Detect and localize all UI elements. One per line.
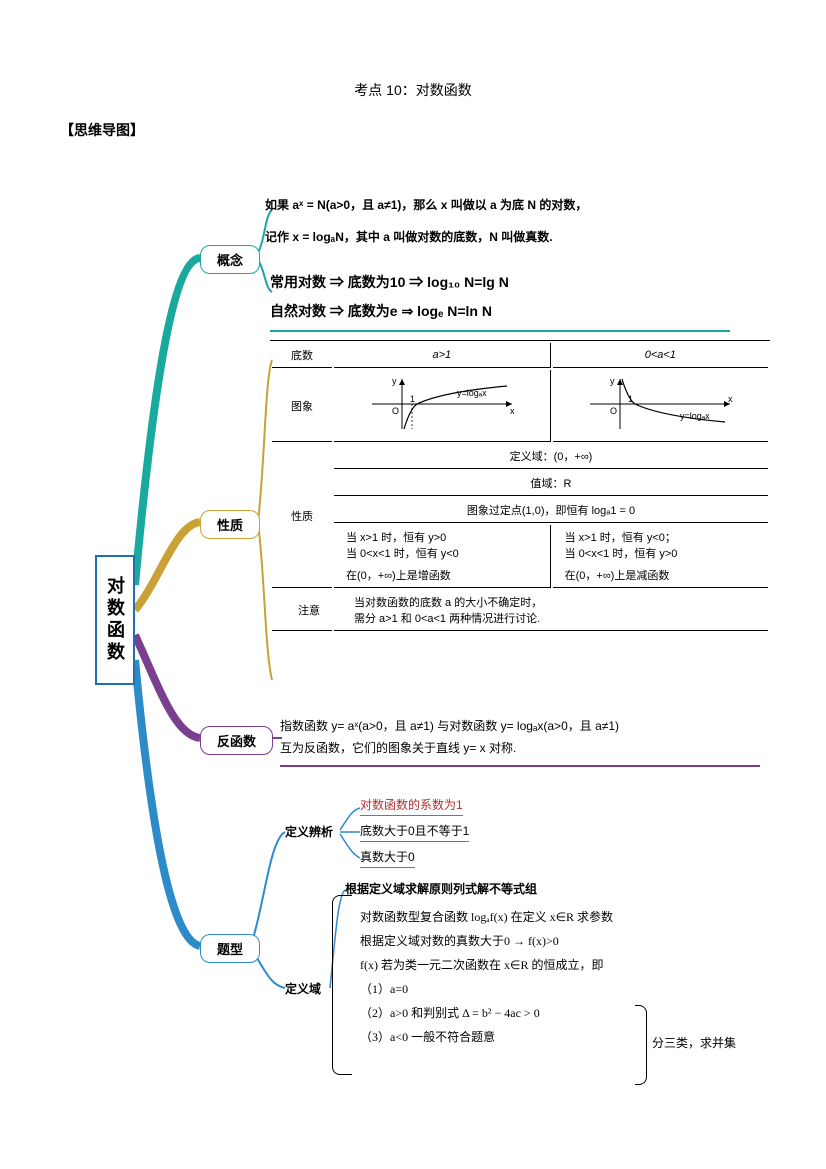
prop-range: 值域：R [334, 471, 768, 496]
inverse-line2: 互为反函数，它们的图象关于直线 y= x 对称. [280, 738, 760, 760]
p-left1: 当 x>1 时，恒有 y>0 [346, 529, 544, 545]
brace-left [332, 895, 352, 1075]
sub-domain: 定义域 [285, 980, 321, 997]
concept-loglines: 常用对数 ⇒ 底数为10 ⇒ log₁₀ N=lg N 自然对数 ⇒ 底数为e … [270, 268, 730, 332]
prop-left-block: 当 x>1 时，恒有 y>0 当 0<x<1 时，恒有 y<0 在(0，+∞)上… [334, 525, 551, 588]
node-property: 性质 [200, 510, 260, 539]
inverse-text: 指数函数 y= aˣ(a>0，且 a≠1) 与对数函数 y= logₐx(a>0… [280, 716, 760, 767]
note2: 需分 a>1 和 0<a<1 两种情况进行讨论. [354, 610, 762, 626]
prop-domain: 定义域：(0，+∞) [334, 444, 768, 469]
svg-text:O: O [392, 406, 399, 416]
domain-title: 根据定义域求解原则列式解不等式组 [345, 880, 537, 897]
domain-tail: 分三类，求并集 [652, 1034, 736, 1051]
domain-block: 对数函数型复合函数 logₐf(x) 在定义 x∈R 求参数 根据定义域对数的真… [360, 905, 770, 1049]
brace-right [635, 1005, 647, 1085]
concept-text: 如果 aˣ = N(a>0，且 a≠1)，那么 x 叫做以 a 为底 N 的对数… [265, 195, 765, 248]
node-qtypes: 题型 [200, 934, 260, 963]
d3: f(x) 若为类一元二次函数在 x∈R 的恒成立，即 [360, 953, 770, 977]
node-inverse: 反函数 [200, 726, 273, 755]
hdr-a-lt1: 0<a<1 [553, 343, 768, 368]
svg-text:y=logₐx: y=logₐx [457, 388, 487, 398]
section-heading: 【思维导图】 [60, 120, 826, 140]
svg-text:1: 1 [410, 394, 415, 404]
node-concept: 概念 [200, 245, 260, 274]
p-right3: 在(0，+∞)上是减函数 [565, 567, 762, 583]
root-node: 对数函数 [95, 555, 135, 685]
leaf-defparse-2: 底数大于0且不等于1 [360, 822, 469, 842]
row-prop-label: 性质 [272, 444, 332, 588]
prop-right-block: 当 x>1 时，恒有 y<0； 当 0<x<1 时，恒有 y>0 在(0，+∞)… [553, 525, 768, 588]
hdr-base: 底数 [272, 343, 332, 368]
note1: 当对数函数的底数 a 的大小不确定时， [354, 594, 762, 610]
svg-text:y=logₐx: y=logₐx [680, 411, 710, 421]
graph-a-gt1: O 1 x y y=logₐx [334, 370, 551, 442]
d1: 对数函数型复合函数 logₐf(x) 在定义 x∈R 求参数 [360, 905, 770, 929]
p-left3: 在(0，+∞)上是增函数 [346, 567, 544, 583]
row-note-label: 注意 [272, 590, 332, 631]
svg-text:x: x [510, 406, 515, 416]
svg-text:O: O [610, 406, 617, 416]
p-right1: 当 x>1 时，恒有 y<0； [565, 529, 762, 545]
p-right2: 当 0<x<1 时，恒有 y>0 [565, 545, 762, 561]
svg-text:y: y [392, 376, 397, 386]
p-left2: 当 0<x<1 时，恒有 y<0 [346, 545, 544, 561]
svg-text:y: y [610, 376, 615, 386]
svg-text:x: x [728, 394, 733, 404]
concept-line2: 记作 x = logₐN，其中 a 叫做对数的底数，N 叫做真数. [265, 227, 765, 249]
inverse-line1: 指数函数 y= aˣ(a>0，且 a≠1) 与对数函数 y= logₐx(a>0… [280, 716, 760, 738]
prop-fixed: 图象过定点(1,0)，即恒有 logₐ1 = 0 [334, 498, 768, 523]
concept-common: 常用对数 ⇒ 底数为10 ⇒ log₁₀ N=lg N [270, 268, 730, 297]
leaf-defparse-3: 真数大于0 [360, 848, 415, 868]
hdr-a-gt1: a>1 [334, 343, 551, 368]
d5: （2）a>0 和判别式 Δ = b² − 4ac > 0 [360, 1001, 770, 1025]
page-title: 考点 10：对数函数 [0, 80, 826, 100]
row-graph-label: 图象 [272, 370, 332, 442]
note-block: 当对数函数的底数 a 的大小不确定时， 需分 a>1 和 0<a<1 两种情况进… [334, 590, 768, 631]
page: 考点 10：对数函数 【思维导图】 对数函数 概念 性质 反函数 题型 如 [0, 0, 826, 1169]
sub-defparse: 定义辨析 [285, 823, 333, 840]
concept-line1: 如果 aˣ = N(a>0，且 a≠1)，那么 x 叫做以 a 为底 N 的对数… [265, 195, 765, 217]
d4: （1）a=0 [360, 977, 770, 1001]
leaf-defparse-1: 对数函数的系数为1 [360, 796, 463, 816]
d2: 根据定义域对数的真数大于0 → f(x)>0 [360, 929, 770, 953]
concept-natural: 自然对数 ⇒ 底数为e ⇒ logₑ N=ln N [270, 297, 730, 326]
graph-a-lt1: O 1 x y y=logₐx [553, 370, 768, 442]
property-table: 底数 a>1 0<a<1 图象 O 1 x y y=logₐx [270, 340, 770, 633]
